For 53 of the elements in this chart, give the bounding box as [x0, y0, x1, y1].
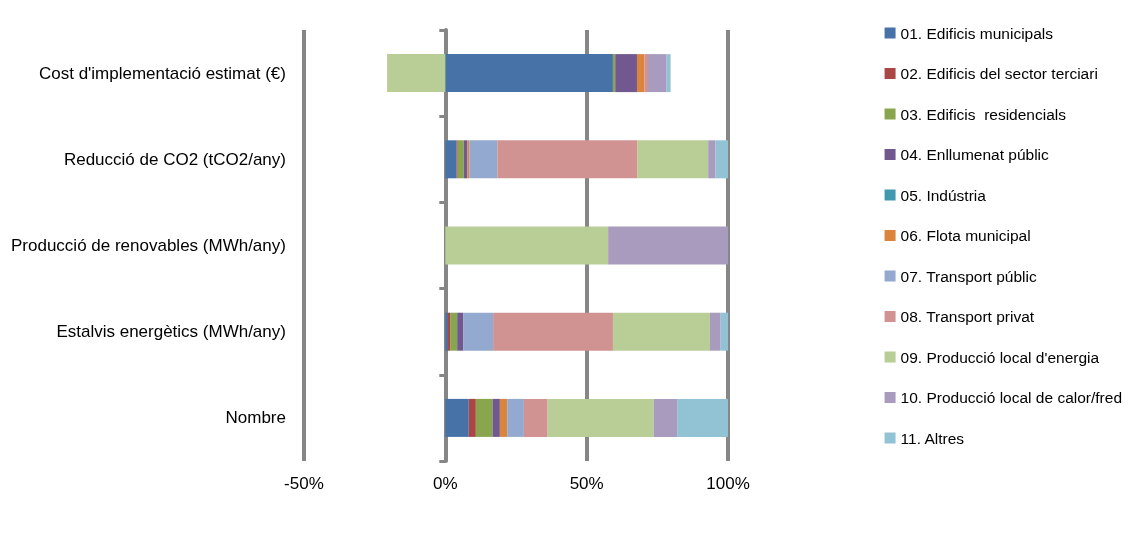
bar — [469, 140, 498, 179]
y-tick-label: Nombre — [225, 408, 286, 428]
bar — [445, 54, 613, 93]
x-tick-label: 0% — [433, 474, 458, 493]
legend-label: 10. Producció local de calor/fred — [900, 389, 1123, 406]
legend-label: 06. Flota municipal — [900, 227, 1031, 244]
bar — [457, 312, 464, 351]
legend-label: 07. Transport públic — [900, 267, 1037, 285]
bar — [450, 312, 458, 351]
y-tick-label: Producció de renovables (MWh/any) — [10, 236, 286, 255]
bar — [468, 398, 476, 437]
bar — [547, 398, 654, 437]
y-tick-label: Estalvis energètics (MWh/any) — [56, 322, 286, 342]
bar — [463, 312, 494, 351]
bar — [445, 140, 457, 179]
x-tick-label: 100% — [706, 474, 750, 493]
y-tick-label: Cost d'implementació estimat (€) — [38, 63, 286, 83]
bar — [493, 312, 613, 351]
bar — [523, 398, 548, 437]
bar — [475, 398, 493, 437]
bar — [636, 54, 645, 93]
legend-label: 02. Edificis del sector terciari — [900, 65, 1098, 82]
bar — [492, 398, 500, 437]
bar — [720, 312, 728, 351]
x-tick-label: 50% — [569, 474, 604, 493]
legend-label: 05. Indústria — [900, 186, 987, 204]
bar — [612, 312, 710, 351]
bar — [648, 54, 667, 93]
bar — [637, 140, 709, 179]
bar — [677, 398, 728, 437]
bar — [709, 312, 721, 351]
bar — [666, 54, 671, 93]
bar — [708, 140, 716, 179]
bar — [615, 54, 637, 93]
legend-label: 01. Edificis municipals — [900, 24, 1054, 42]
bar — [608, 226, 728, 265]
bar — [457, 140, 464, 179]
legend-label: 11. Altres — [900, 429, 965, 447]
bar — [445, 226, 609, 265]
legend-label: 04. Enllumenat públic — [900, 146, 1050, 163]
x-tick-label: -50% — [284, 474, 324, 493]
bar — [715, 140, 728, 179]
y-tick-label: Reducció de CO2 (tCO2/any) — [63, 149, 286, 169]
legend-label: 03. Edificis residencials — [900, 105, 1067, 123]
legend-label: 09. Producció local d'energia — [900, 348, 1100, 366]
bar — [497, 140, 638, 179]
bar — [499, 398, 508, 437]
legend-label: 08. Transport privat — [900, 308, 1035, 325]
bar — [507, 398, 524, 437]
bar — [653, 398, 678, 437]
bar — [445, 398, 469, 437]
bar — [387, 54, 446, 93]
bar — [644, 54, 648, 93]
